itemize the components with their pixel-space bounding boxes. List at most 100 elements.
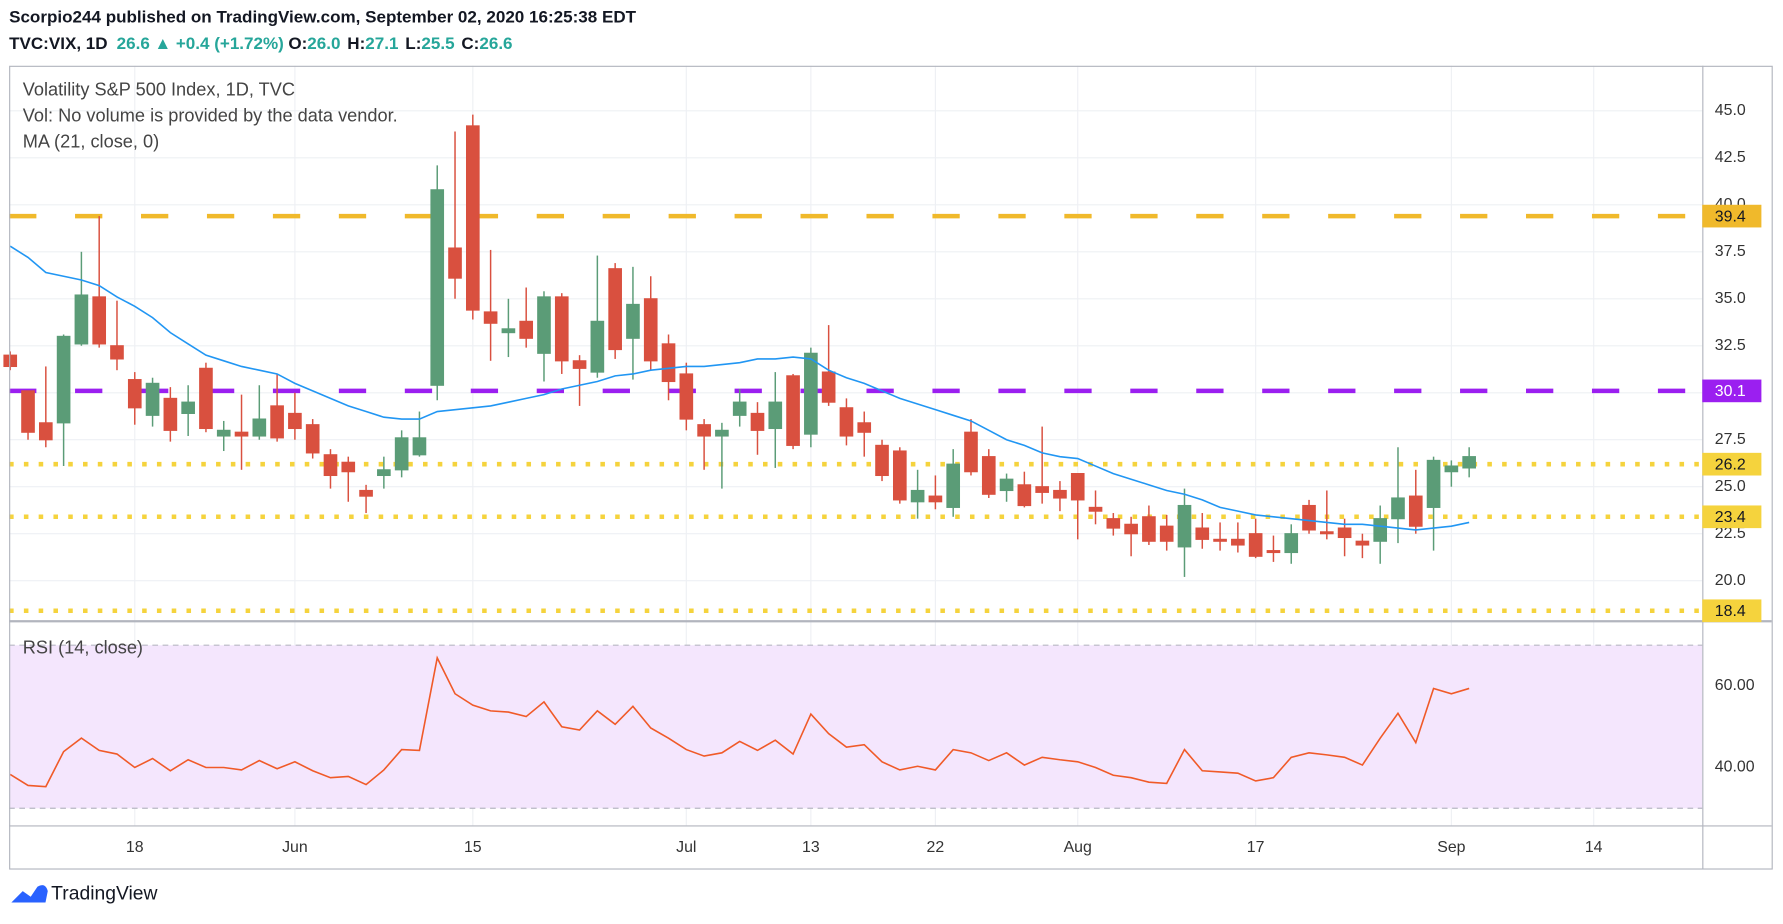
x-tick-label: Jul (676, 839, 696, 856)
candle-body (1035, 486, 1049, 493)
candle-body (377, 469, 391, 477)
candle-body (1231, 538, 1245, 546)
candle-body (1159, 525, 1174, 542)
candle-body (323, 454, 338, 477)
overlay: Volatility S&P 500 Index, 1D, TVC Vol: N… (9, 65, 1773, 905)
candle-body (1213, 538, 1227, 542)
candle-body (928, 495, 943, 503)
candle-body (127, 379, 142, 409)
candle-body (110, 345, 124, 360)
candle-body (252, 418, 267, 437)
ohlc-label: C: (461, 34, 479, 53)
y-tick-label: 27.5 (1715, 431, 1746, 448)
candle-body (1248, 533, 1263, 557)
candle-body (1266, 550, 1281, 554)
candle-body (1302, 504, 1316, 531)
candle-body (1284, 533, 1299, 554)
level-label: 26.2 (1715, 457, 1746, 474)
candle-body (1070, 473, 1085, 501)
candle-body (732, 401, 747, 416)
brand: TradingView (51, 884, 157, 905)
candle-body (1373, 518, 1388, 542)
candle-body (892, 450, 907, 501)
candle-body (1142, 516, 1156, 542)
y-tick-label: 22.5 (1715, 525, 1746, 542)
candle-body (1408, 495, 1423, 527)
rsi-band (9, 645, 1703, 809)
ohlc-label: O: (288, 34, 307, 53)
chart-title: Volatility S&P 500 Index, 1D, TVC (23, 80, 295, 100)
symbol-line: TVC:VIX, 1D 26.6 ▲ +0.4 (+1.72%) O:26.0 H:27.… (9, 34, 512, 53)
ohlc-label: L: (405, 34, 421, 53)
y-tick-label: 40.00 (1715, 759, 1755, 776)
rsi-title: RSI (14, close) (23, 637, 143, 657)
candle-body (359, 489, 373, 497)
candle-body (768, 401, 783, 430)
candle-body (1177, 504, 1192, 548)
candle-body (946, 463, 961, 508)
candle-body (910, 489, 925, 503)
level-label: 23.4 (1715, 509, 1746, 526)
candle-body (643, 298, 658, 362)
candle-body (839, 407, 854, 437)
candle-body (626, 303, 640, 339)
line-series (9, 245, 1470, 531)
candle-body (1391, 497, 1405, 520)
x-tick-label: 15 (464, 839, 482, 856)
ma-legend: MA (21, close, 0) (23, 132, 159, 152)
plot-area (3, 65, 1703, 826)
level-label-box (1702, 204, 1762, 228)
ohlc-value: 26.6 (479, 34, 512, 53)
candle-body (715, 429, 729, 437)
candle-body (1017, 484, 1032, 507)
level-label-box (1702, 599, 1762, 623)
candle-body (430, 189, 445, 386)
candle-body (572, 360, 587, 369)
candle-body (875, 444, 889, 477)
candle-body (608, 268, 622, 351)
candle-body (590, 320, 605, 373)
candle-body (270, 405, 284, 439)
y-tick-label: 25.0 (1715, 478, 1746, 495)
y-tick-label: 35.0 (1715, 290, 1746, 307)
x-tick-label: 17 (1247, 839, 1265, 856)
candle-body (679, 373, 694, 420)
candle-body (412, 437, 427, 456)
change: +0.4 (+1.72%) (176, 34, 284, 53)
candle-body (145, 382, 160, 416)
candle-body (999, 478, 1014, 492)
y-tick-label: 20.0 (1715, 572, 1746, 589)
candle-body (1462, 456, 1476, 469)
candle-body (554, 296, 569, 362)
candle-body (804, 352, 818, 435)
candle-body (1053, 489, 1067, 499)
ohlc-value: 25.5 (421, 34, 454, 53)
candle-body (74, 294, 89, 345)
candle-body (56, 335, 71, 424)
candle-body (501, 328, 516, 334)
candle-body (181, 401, 195, 414)
candle-body (216, 429, 231, 437)
candle-body (288, 412, 302, 430)
y-tick-label: 37.5 (1715, 243, 1746, 260)
x-tick-label: 22 (927, 839, 945, 856)
candle-body (1195, 527, 1210, 540)
ohlc-value: 26.0 (307, 34, 340, 53)
last-price: 26.6 (117, 34, 150, 53)
candle-body (661, 343, 676, 383)
level-label-box (1702, 452, 1762, 476)
line-series (9, 655, 1470, 788)
candle-body (821, 371, 836, 403)
up-arrow: ▲ (154, 34, 171, 53)
candle-body (964, 431, 978, 473)
candle-body (234, 431, 249, 437)
candle-body (21, 390, 35, 433)
y-tick-label: 60.00 (1715, 677, 1755, 694)
candle-body (697, 424, 711, 437)
candle-body (448, 247, 462, 279)
candle-body (1337, 527, 1352, 539)
level-label-box (1702, 505, 1762, 529)
x-tick-label: Aug (1064, 839, 1092, 856)
